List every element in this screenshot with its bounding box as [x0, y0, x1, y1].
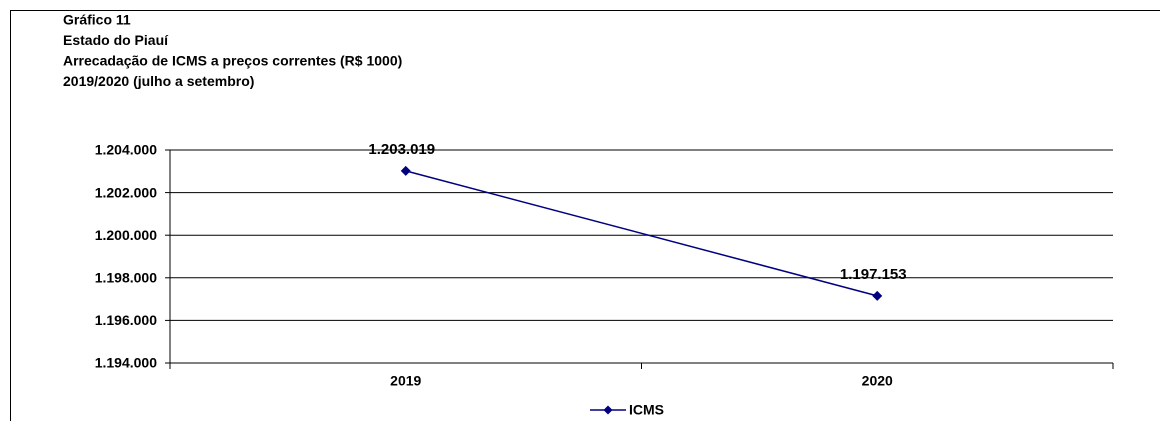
- marker: [872, 290, 883, 301]
- legend-marker: [603, 405, 613, 415]
- x-tick-label: 2020: [862, 373, 893, 389]
- y-tick-label: 1.204.000: [95, 142, 157, 158]
- data-label: 1.203.019: [368, 141, 435, 158]
- y-tick-label: 1.194.000: [95, 355, 157, 371]
- y-tick-label: 1.198.000: [95, 270, 157, 286]
- y-tick-label: 1.196.000: [95, 312, 157, 328]
- chart-title: Estado do Piauí: [63, 32, 169, 48]
- data-label: 1.197.153: [840, 266, 907, 283]
- y-tick-label: 1.202.000: [95, 184, 157, 200]
- chart-title: Arrecadação de ICMS a preços correntes (…: [63, 53, 402, 69]
- legend-label: ICMS: [629, 402, 664, 418]
- frame: [10, 10, 1160, 421]
- line: [405, 170, 878, 297]
- chart-title: Gráfico 11: [63, 12, 131, 28]
- y-tick-label: 1.200.000: [95, 227, 157, 243]
- marker: [400, 165, 411, 176]
- x-tick-label: 2019: [390, 373, 421, 389]
- chart-title: 2019/2020 (julho a setembro): [63, 73, 254, 89]
